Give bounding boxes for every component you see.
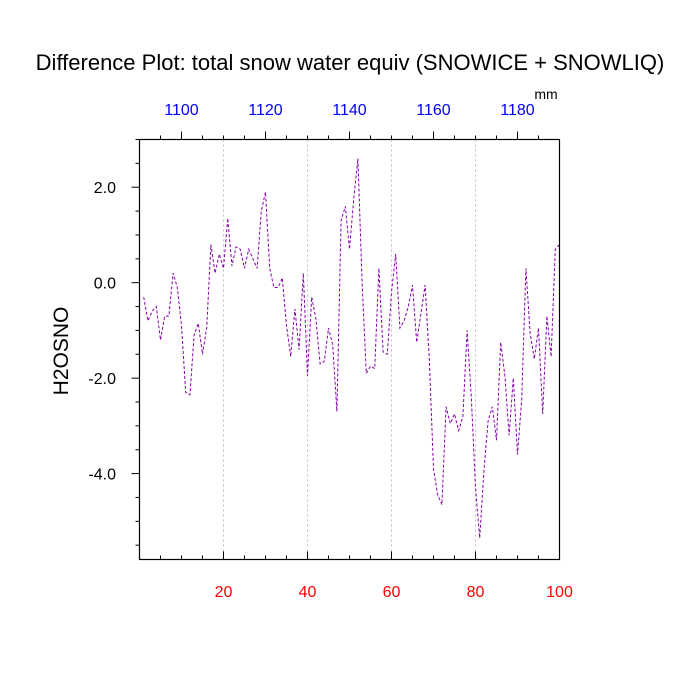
top-tick-label-1160: 1160 [416, 102, 451, 119]
x-tick-label-60: 60 [383, 584, 401, 601]
top-tick-label-1140: 1140 [332, 102, 367, 119]
vertical-gridlines [223, 139, 476, 560]
tick-labels: 20 40 60 80 100 1100 1120 1140 1160 1180 -4.0 -2.0 0… [88, 102, 573, 601]
series-line-0 [143, 158, 560, 539]
x-tick-label-80: 80 [467, 584, 485, 601]
series-group [143, 158, 560, 539]
y-tick-label-3: 2.0 [94, 180, 116, 197]
y-tick-label-1: -2.0 [88, 371, 116, 388]
axis-ticks [131, 131, 539, 560]
y-tick-label-2: 0.0 [94, 276, 116, 293]
y-axis-label: H2OSNO [50, 307, 73, 396]
top-axis-units: mm [534, 86, 557, 102]
y-tick-label-0: -4.0 [88, 467, 116, 484]
top-tick-label-1120: 1120 [248, 102, 283, 119]
chart-title: Difference Plot: total snow water equiv … [36, 50, 665, 75]
x-tick-label-20: 20 [215, 584, 233, 601]
x-tick-label-100: 100 [546, 584, 573, 601]
top-tick-label-1100: 1100 [164, 102, 199, 119]
x-tick-label-40: 40 [299, 584, 317, 601]
plot-frame [138, 138, 561, 561]
top-tick-label-1180: 1180 [500, 102, 535, 119]
